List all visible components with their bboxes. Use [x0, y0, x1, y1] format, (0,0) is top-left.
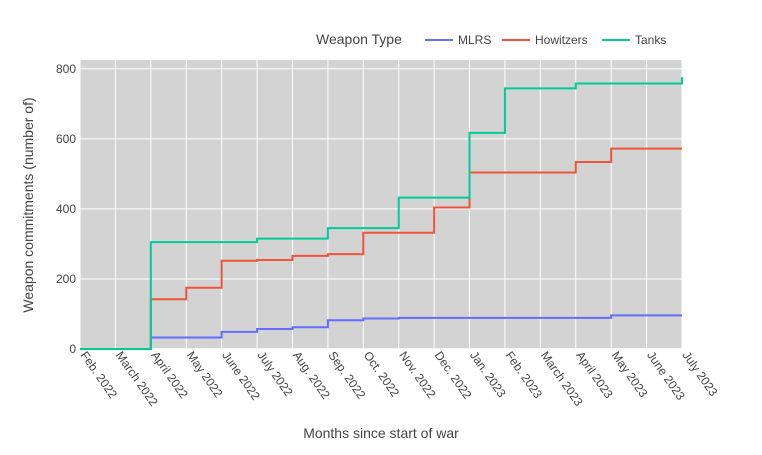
series-line-howitzers [80, 147, 682, 350]
legend: Weapon Type MLRS Howitzers Tanks [316, 31, 666, 47]
series-line-mlrs [80, 314, 682, 350]
series-layer [80, 77, 683, 350]
y-tick-label: 400 [56, 202, 76, 216]
series-line-tanks [80, 77, 683, 350]
y-axis-title: Weapon commitments (number of) [20, 97, 36, 312]
y-tick-label: 200 [56, 272, 76, 286]
y-tick-label: 800 [56, 62, 76, 76]
legend-title: Weapon Type [316, 31, 402, 47]
plot-background [80, 60, 682, 349]
y-tick-label: 0 [69, 342, 76, 356]
legend-label: Tanks [635, 33, 666, 47]
legend-label: Howitzers [535, 33, 588, 47]
legend-items: MLRS Howitzers Tanks [425, 33, 666, 47]
y-tick-label: 600 [56, 132, 76, 146]
legend-label: MLRS [458, 33, 491, 47]
y-tick-labels: 0 200 400 600 800 [56, 62, 76, 356]
x-axis-title: Months since start of war [303, 425, 459, 441]
grid-layer [79, 60, 683, 350]
